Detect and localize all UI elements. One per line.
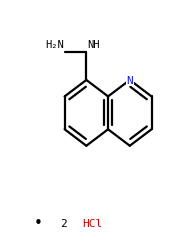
Text: H₂N: H₂N	[45, 40, 64, 50]
Text: HCl: HCl	[83, 218, 103, 228]
Text: NH: NH	[87, 40, 100, 50]
Text: N: N	[126, 76, 133, 86]
Text: 2: 2	[60, 218, 67, 228]
Text: •: •	[34, 215, 43, 231]
